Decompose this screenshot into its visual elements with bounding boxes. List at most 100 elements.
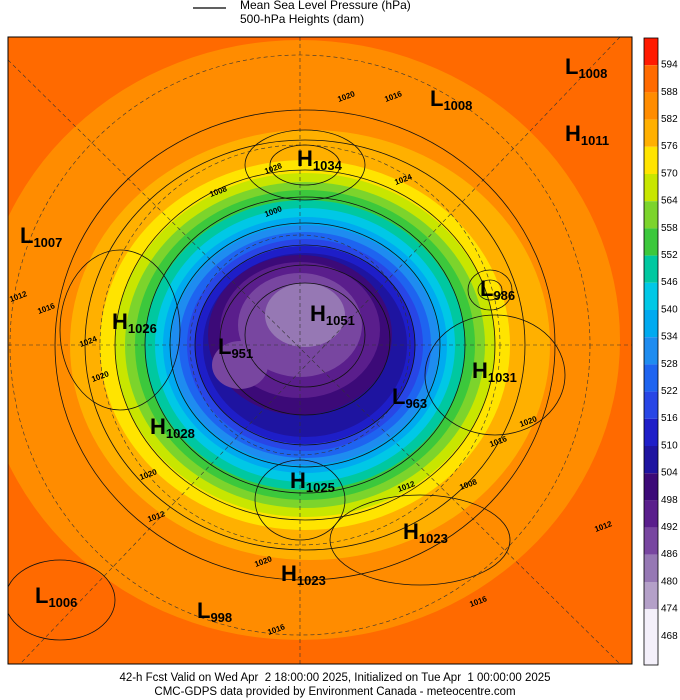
center-value: 1023	[419, 531, 448, 546]
center-value: 1028	[166, 426, 195, 441]
footer-text: 42-h Fcst Valid on Wed Apr 2 18:00:00 20…	[119, 672, 550, 684]
center-kind: L	[392, 384, 405, 409]
colorbar-band	[644, 337, 658, 365]
center-kind: H	[310, 301, 326, 326]
pressure-center: L986	[480, 276, 515, 304]
pressure-center: L1008	[565, 54, 607, 82]
colorbar-label: 576	[661, 141, 678, 152]
center-kind: H	[290, 468, 306, 493]
pressure-center: L951	[218, 334, 253, 362]
center-kind: H	[472, 358, 488, 383]
center-kind: L	[20, 223, 33, 248]
pressure-center: H1011	[565, 121, 609, 149]
pressure-center: L963	[392, 384, 427, 412]
colorbar-label: 540	[661, 304, 678, 315]
center-value: 1007	[33, 235, 62, 250]
colorbar-band	[644, 38, 658, 66]
pressure-center: H1028	[150, 414, 195, 442]
colorbar-label: 510	[661, 440, 678, 451]
center-value: 1031	[488, 370, 517, 385]
center-value: 1034	[313, 158, 343, 173]
center-kind: H	[297, 146, 313, 171]
colorbar-band	[644, 446, 658, 474]
center-value: 986	[493, 288, 515, 303]
colorbar-band	[644, 473, 658, 501]
colorbar-label: 486	[661, 549, 678, 560]
colorbar-label: 570	[661, 168, 678, 179]
pressure-center: L1006	[35, 583, 77, 611]
center-kind: H	[281, 561, 297, 586]
pressure-center: H1023	[403, 519, 448, 547]
center-value: 998	[210, 610, 232, 625]
pressure-center: L998	[197, 598, 232, 626]
center-value: 1023	[297, 573, 326, 588]
legend-item: 500-hPa Heights (dam)	[240, 12, 364, 26]
map-frame	[7, 36, 633, 665]
map	[7, 36, 633, 665]
pressure-center: L1008	[430, 86, 472, 114]
center-value: 951	[231, 346, 253, 361]
pressure-center: H1034	[297, 146, 343, 174]
center-kind: L	[565, 54, 578, 79]
center-value: 1008	[578, 66, 607, 81]
center-kind: L	[218, 334, 231, 359]
center-value: 1011	[581, 133, 609, 148]
pressure-center: L1007	[20, 223, 62, 251]
colorbar-band	[644, 92, 658, 120]
colorbar-band	[644, 500, 658, 528]
center-value: 963	[405, 396, 427, 411]
pressure-center: H1025	[290, 468, 335, 496]
colorbar-label: 480	[661, 576, 678, 587]
colorbar-label: 504	[661, 468, 678, 479]
colorbar-band	[644, 228, 658, 256]
center-value: 1051	[326, 313, 355, 328]
center-kind: L	[35, 583, 48, 608]
colorbar-band	[644, 201, 658, 229]
center-kind: L	[197, 598, 210, 623]
colorbar-band	[644, 527, 658, 555]
colorbar-band	[644, 554, 658, 582]
center-value: 1008	[443, 98, 472, 113]
colorbar-band	[644, 65, 658, 93]
colorbar-label: 468	[661, 631, 678, 642]
colorbar-band	[644, 119, 658, 147]
legend-item: Mean Sea Level Pressure (hPa)	[240, 0, 411, 12]
center-kind: L	[430, 86, 443, 111]
colorbar-frame	[643, 37, 659, 666]
pressure-center: H1031	[472, 358, 517, 386]
colorbar-label: 498	[661, 495, 678, 506]
footer-text: CMC-GDPS data provided by Environment Ca…	[154, 686, 515, 698]
pressure-center: H1051	[310, 301, 355, 329]
colorbar-band	[644, 391, 658, 419]
colorbar-label: 594	[661, 60, 678, 71]
colorbar-label: 582	[661, 114, 678, 125]
colorbar-band	[644, 146, 658, 174]
colorbar-band	[644, 418, 658, 446]
center-kind: H	[112, 309, 128, 334]
colorbar-label: 516	[661, 413, 678, 424]
center-kind: H	[565, 121, 581, 146]
colorbar-band	[644, 255, 658, 283]
colorbar-label: 534	[661, 332, 678, 343]
colorbar-band	[644, 364, 658, 392]
colorbar-band	[644, 174, 658, 202]
pressure-center: H1023	[281, 561, 326, 589]
colorbar-label: 564	[661, 196, 678, 207]
center-kind: H	[150, 414, 166, 439]
colorbar-band	[644, 282, 658, 310]
colorbar-label: 492	[661, 522, 678, 533]
pressure-center: H1026	[112, 309, 157, 337]
colorbar-label: 558	[661, 223, 678, 234]
center-value: 1025	[306, 480, 335, 495]
colorbar-label: 474	[661, 604, 678, 615]
colorbar-label: 522	[661, 386, 678, 397]
colorbar-band	[644, 582, 658, 610]
colorbar-label: 588	[661, 87, 678, 98]
colorbar-label: 546	[661, 277, 678, 288]
center-value: 1026	[128, 321, 157, 336]
colorbar-label: 528	[661, 359, 678, 370]
colorbar-band	[644, 609, 658, 665]
center-kind: H	[403, 519, 419, 544]
